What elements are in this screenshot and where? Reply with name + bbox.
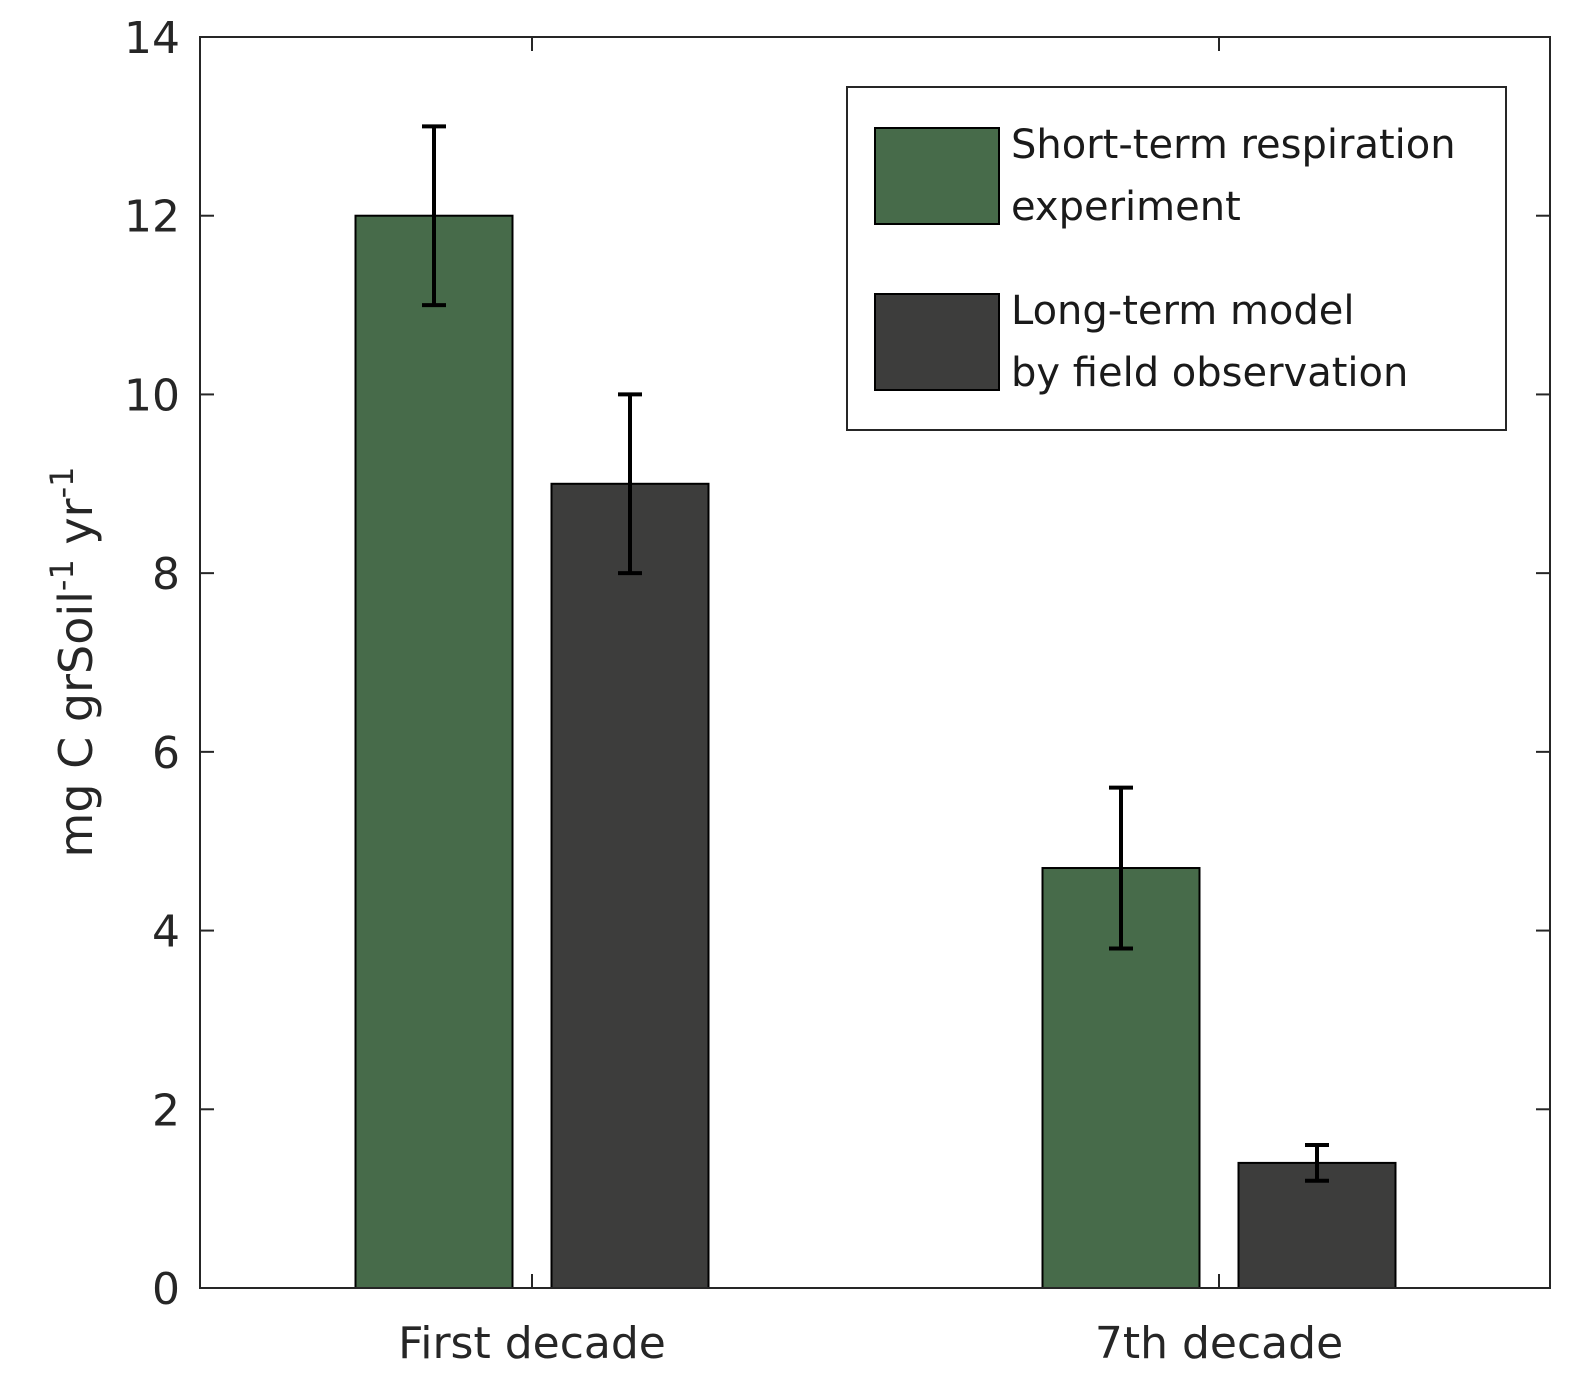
axes-layer: 0 2 4 6 8 10 12 14 First decade 7th decade xyxy=(124,13,1551,1369)
bar-long-term-0 xyxy=(550,482,710,1289)
bar-long-term-1 xyxy=(1237,1161,1397,1290)
legend: Short-term respiration experiment Long-ter… xyxy=(846,86,1507,431)
legend-swatch xyxy=(874,127,1000,225)
error-bar-long-term-1 xyxy=(1305,1143,1329,1183)
legend-entry-short-term: Short-term respiration experiment xyxy=(874,122,1456,230)
x-tick-label: First decade xyxy=(398,1318,666,1369)
legend-label-line: experiment xyxy=(1011,184,1241,230)
plot-box xyxy=(199,36,1551,1289)
error-bar-short-term-1 xyxy=(1109,785,1133,951)
legend-label-line: Short-term respiration xyxy=(1011,122,1456,168)
y-axis-title-part: mg C grSoil xyxy=(49,591,103,857)
legend-entry-long-term: Long-term model by field observation xyxy=(874,288,1408,396)
y-tick-label: 10 xyxy=(124,370,180,421)
error-bar-long-term-0 xyxy=(618,392,642,576)
y-tick-label: 12 xyxy=(124,192,180,243)
error-bar-short-term-0 xyxy=(422,124,446,308)
legend-swatch xyxy=(874,293,1000,391)
y-axis-title-superscript: -1 xyxy=(43,559,81,591)
y-tick-label: 2 xyxy=(152,1085,180,1136)
error-bars-layer xyxy=(422,124,1329,1183)
y-tick-label: 4 xyxy=(152,907,180,958)
x-tick-label: 7th decade xyxy=(1095,1318,1343,1369)
y-tick-label: 0 xyxy=(152,1264,180,1315)
y-axis-title-part: yr xyxy=(49,498,103,559)
y-tick-label: 6 xyxy=(152,728,180,779)
y-axis-title-superscript: -1 xyxy=(43,467,81,499)
bar-short-term-0 xyxy=(354,214,514,1290)
y-tick-label: 8 xyxy=(152,549,180,600)
y-tick-label: 14 xyxy=(124,13,180,64)
legend-label-line: Long-term model xyxy=(1011,288,1355,334)
legend-label-line: by field observation xyxy=(1011,350,1408,396)
y-axis-title: mg C grSoil-1 yr-1 xyxy=(43,467,103,858)
